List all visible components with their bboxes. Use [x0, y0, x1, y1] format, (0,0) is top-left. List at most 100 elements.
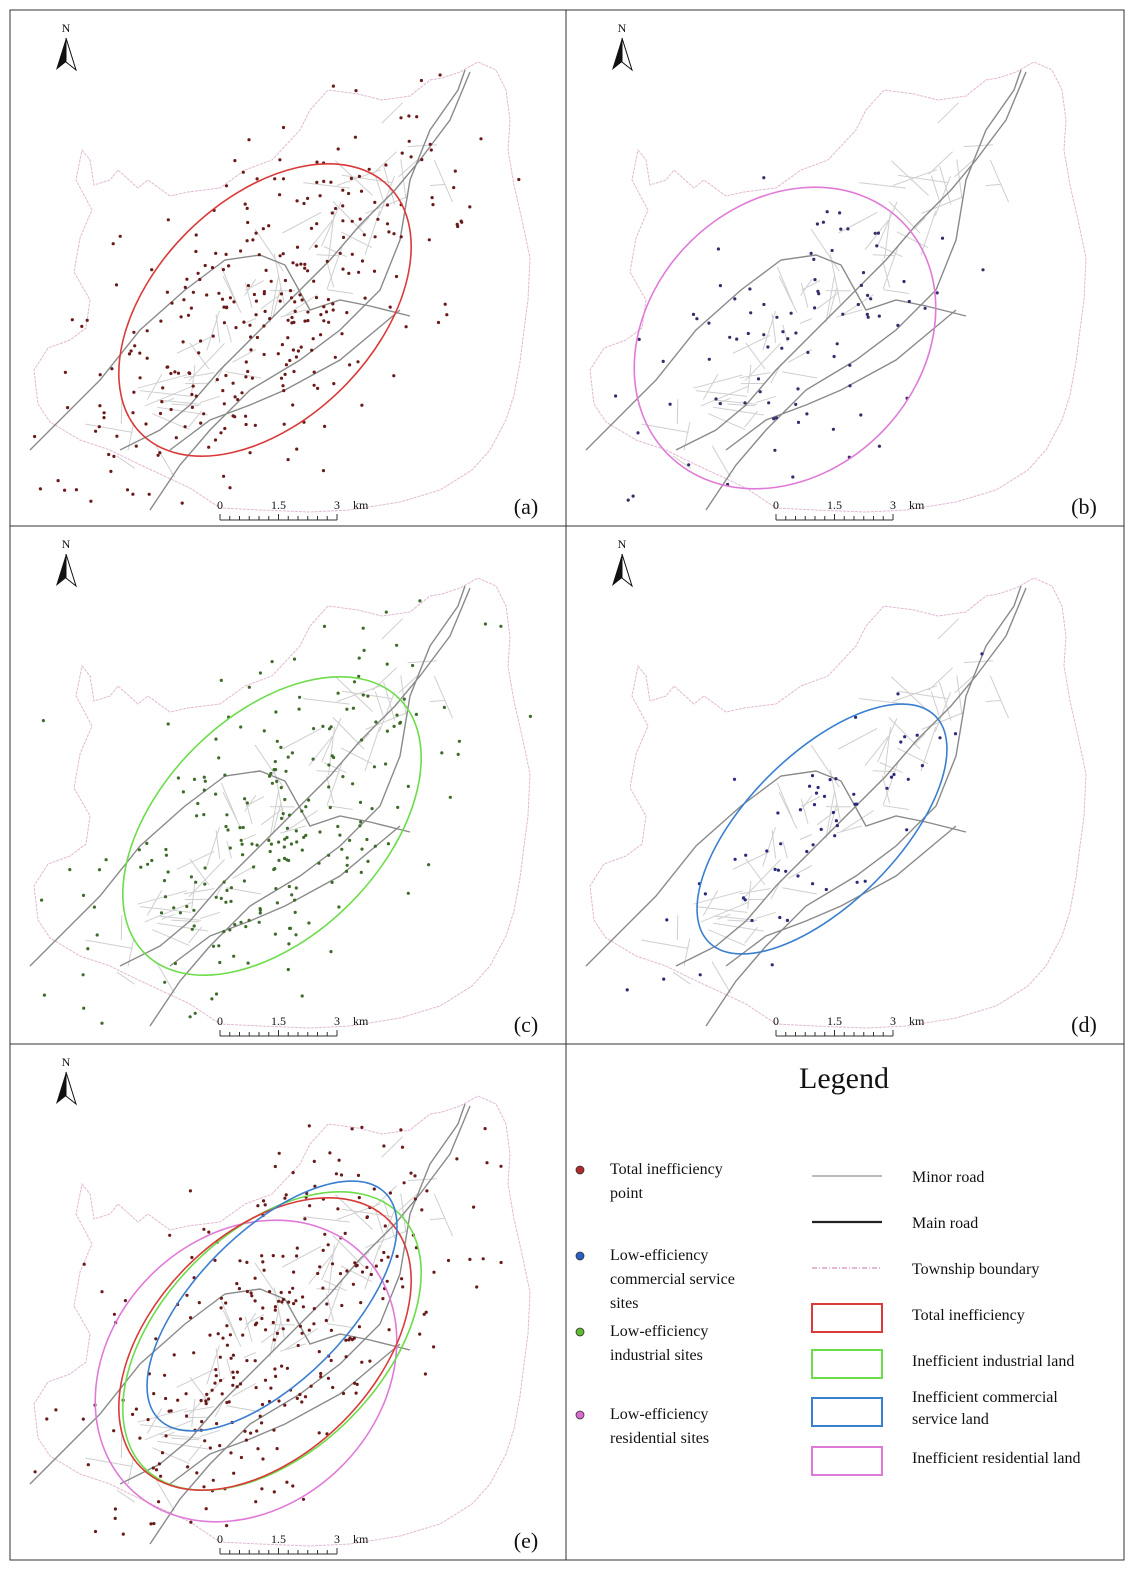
inefficiency-point: [157, 1462, 161, 1466]
inefficiency-point: [319, 1375, 323, 1379]
inefficiency-point: [184, 1392, 188, 1396]
inefficiency-point: [398, 721, 402, 725]
inefficiency-point: [102, 416, 106, 420]
inefficiency-point: [773, 867, 777, 871]
minor-road: [882, 245, 899, 290]
north-label: N: [62, 1055, 71, 1069]
inefficiency-point: [213, 1381, 217, 1385]
legend-point-label: sites: [610, 1295, 638, 1312]
inefficiency-point: [235, 1385, 239, 1389]
inefficiency-point: [269, 771, 273, 776]
inefficiency-point: [254, 1386, 258, 1390]
scale-unit-label: km: [353, 1532, 369, 1546]
inefficiency-point: [291, 403, 295, 407]
inefficiency-point: [278, 158, 282, 162]
inefficiency-point: [220, 1392, 224, 1396]
inefficiency-point: [219, 678, 223, 682]
inefficiency-point: [41, 719, 45, 723]
inefficiency-point: [395, 1254, 399, 1258]
minor-road: [188, 343, 225, 382]
inefficiency-point: [228, 486, 232, 490]
inefficiency-point: [281, 1327, 285, 1331]
inefficiency-point: [145, 356, 149, 360]
inefficiency-point: [424, 1310, 428, 1314]
inefficiency-point: [357, 1325, 361, 1329]
minor-road: [828, 287, 838, 319]
minor-road: [782, 840, 788, 859]
minor-road: [771, 314, 777, 343]
inefficiency-point: [228, 846, 232, 850]
minor-road: [120, 399, 123, 425]
inefficiency-point: [100, 1021, 104, 1025]
minor-road: [316, 1288, 340, 1291]
inefficiency-point: [349, 176, 353, 180]
inefficiency-point: [205, 1392, 209, 1396]
minor-road: [930, 175, 940, 200]
minor-road: [199, 395, 221, 403]
inefficiency-point: [953, 732, 958, 736]
inefficiency-point: [110, 367, 114, 371]
minor-road: [254, 1262, 284, 1306]
inefficiency-point: [327, 763, 331, 767]
inefficiency-point: [404, 325, 408, 329]
inefficiency-point: [457, 739, 461, 743]
inefficiency-point: [225, 888, 229, 892]
inefficiency-point: [357, 656, 361, 660]
inefficiency-point: [262, 1199, 266, 1203]
minor-road: [272, 287, 282, 319]
inefficiency-point: [235, 1282, 239, 1286]
inefficiency-point: [186, 1465, 190, 1469]
inefficiency-point: [750, 918, 754, 923]
inefficiency-point: [283, 1196, 287, 1200]
minor-road: [116, 1489, 135, 1503]
scale-tick-label: 3: [334, 498, 340, 512]
inefficiency-point: [340, 1303, 344, 1308]
inefficiency-point: [188, 1189, 192, 1193]
inefficiency-point: [189, 306, 193, 310]
inefficiency-point: [373, 235, 377, 239]
scale-tick-label: 1.5: [271, 1532, 286, 1546]
inefficiency-point: [188, 1015, 192, 1019]
inefficiency-point: [203, 882, 207, 886]
inefficiency-point: [268, 1290, 272, 1294]
inefficiency-point: [273, 1308, 277, 1312]
inefficiency-point: [385, 222, 390, 226]
minor-road: [896, 747, 929, 765]
scale-tick-label: 0: [773, 498, 779, 512]
inefficiency-point: [687, 463, 691, 467]
minor-road: [693, 890, 744, 905]
legend-line-label: Main road: [912, 1215, 978, 1232]
inefficiency-point: [819, 827, 823, 831]
minor-road: [137, 374, 188, 389]
inefficiency-point: [324, 310, 329, 314]
north-label: N: [618, 21, 627, 35]
scale-unit-label: km: [909, 498, 925, 512]
inefficiency-point: [174, 436, 178, 440]
inefficiency-point: [285, 826, 289, 830]
minor-road: [308, 1253, 334, 1285]
inefficiency-point: [199, 339, 203, 343]
inefficiency-point: [311, 337, 315, 341]
inefficiency-point: [885, 786, 889, 790]
inefficiency-point: [876, 231, 880, 235]
inefficiency-point: [113, 1507, 117, 1511]
inefficiency-point: [139, 865, 143, 869]
inefficiency-point: [318, 1265, 322, 1269]
legend-point-label: industrial sites: [610, 1347, 703, 1364]
legend-line-label: Inefficient commercial: [912, 1389, 1058, 1406]
inefficiency-point: [798, 808, 802, 812]
inefficiency-point: [423, 1372, 427, 1376]
inefficiency-point: [273, 1164, 277, 1169]
inefficiency-point: [360, 403, 364, 407]
inefficiency-point: [277, 840, 281, 844]
inefficiency-point: [176, 1398, 180, 1402]
inefficiency-point: [388, 305, 392, 309]
inefficiency-point: [384, 163, 388, 167]
inefficiency-point: [207, 1230, 211, 1234]
inefficiency-point: [277, 1299, 281, 1303]
inefficiency-point: [260, 1316, 264, 1321]
inefficiency-point: [307, 1124, 311, 1128]
minor-road: [896, 231, 929, 249]
minor-road: [672, 971, 691, 985]
inefficiency-point: [234, 326, 238, 330]
